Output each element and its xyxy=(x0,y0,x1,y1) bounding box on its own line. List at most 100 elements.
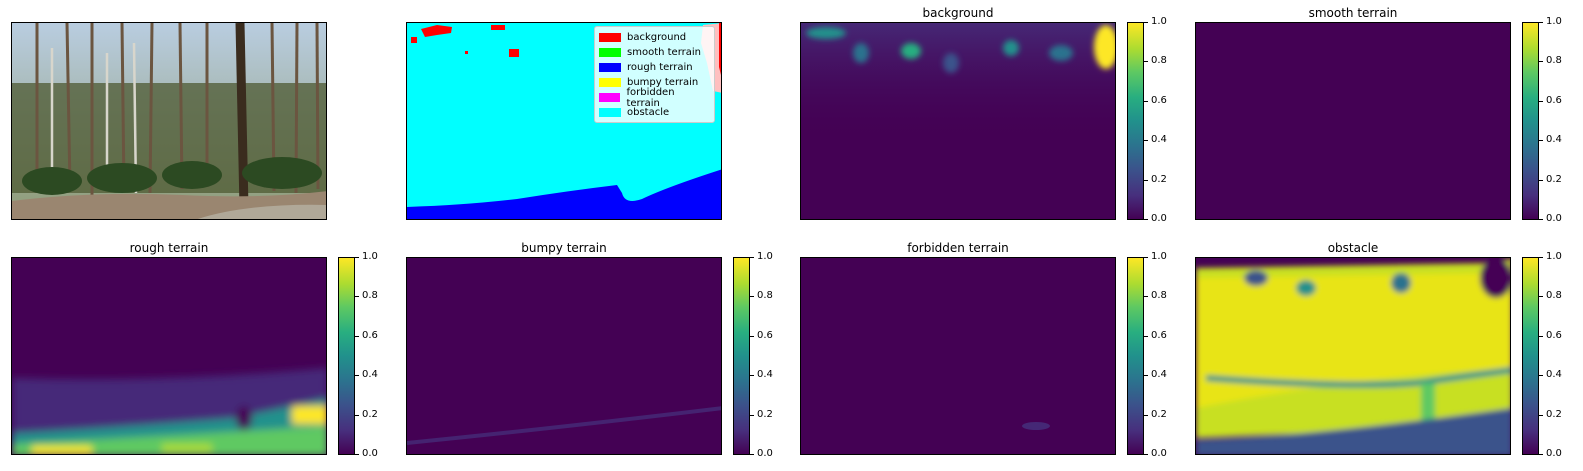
colorbar-tick xyxy=(750,375,754,376)
legend-swatch-forbidden-terrain xyxy=(599,93,621,102)
segmentation-panel: background smooth terrain rough terrain … xyxy=(406,22,722,220)
colorbar-tick-label: 0.6 xyxy=(1546,330,1562,341)
heatmap-title: obstacle xyxy=(1327,241,1379,255)
legend-swatch-rough-terrain xyxy=(599,63,621,72)
colorbar-tick-label: 0.8 xyxy=(1151,55,1167,66)
heatmap-image xyxy=(407,406,721,445)
colorbar-tick xyxy=(1539,219,1543,220)
heatmap-obstacle xyxy=(1195,257,1511,455)
colorbar-tick-label: 0.4 xyxy=(1546,134,1562,145)
colorbar-tick xyxy=(1144,140,1148,141)
colorbar-tick-label: 1.0 xyxy=(1546,251,1562,262)
heatmap-title: rough terrain xyxy=(129,241,209,255)
colorbar-tick-label: 0.0 xyxy=(1151,213,1167,224)
legend: background smooth terrain rough terrain … xyxy=(594,26,715,123)
legend-label: rough terrain xyxy=(627,62,693,73)
colorbar xyxy=(733,257,750,455)
colorbar-tick-label: 0.6 xyxy=(362,330,378,341)
legend-item: obstacle xyxy=(599,105,709,120)
legend-swatch-smooth-terrain xyxy=(599,48,621,57)
legend-item: forbidden terrain xyxy=(599,87,709,109)
legend-swatch-bumpy-terrain xyxy=(599,78,621,87)
colorbar xyxy=(1522,22,1539,220)
heatmap-image xyxy=(1196,258,1510,454)
legend-item: smooth terrain xyxy=(599,45,709,60)
colorbar-tick xyxy=(1539,336,1543,337)
colorbar-tick xyxy=(750,336,754,337)
colorbar-tick xyxy=(1144,61,1148,62)
colorbar-tick xyxy=(355,336,359,337)
colorbar-tick xyxy=(1539,61,1543,62)
colorbar-tick-label: 0.8 xyxy=(1151,290,1167,301)
colorbar-tick xyxy=(1539,180,1543,181)
colorbar-tick xyxy=(355,454,359,455)
colorbar-tick-label: 0.0 xyxy=(757,448,773,459)
colorbar-tick xyxy=(1144,219,1148,220)
colorbar-tick-label: 1.0 xyxy=(362,251,378,262)
colorbar-tick xyxy=(1144,415,1148,416)
colorbar-tick-label: 0.8 xyxy=(757,290,773,301)
heatmap-forbidden-terrain xyxy=(800,257,1116,455)
colorbar-tick-label: 0.2 xyxy=(362,409,378,420)
colorbar-tick xyxy=(1539,101,1543,102)
legend-label: bumpy terrain xyxy=(627,77,699,88)
colorbar-tick-label: 0.4 xyxy=(1151,134,1167,145)
legend-swatch-background xyxy=(599,33,621,42)
colorbar-tick-label: 0.6 xyxy=(757,330,773,341)
colorbar-tick-label: 0.8 xyxy=(1546,55,1562,66)
colorbar-tick xyxy=(1539,140,1543,141)
legend-label: background xyxy=(627,32,687,43)
colorbar-tick-label: 0.2 xyxy=(1546,174,1562,185)
photo-panel xyxy=(11,22,327,220)
colorbar-tick-label: 0.4 xyxy=(362,369,378,380)
colorbar xyxy=(1127,22,1144,220)
colorbar-tick xyxy=(355,257,359,258)
heatmap-title: forbidden terrain xyxy=(907,241,1009,255)
colorbar-tick-label: 0.8 xyxy=(1546,290,1562,301)
colorbar-tick xyxy=(1539,415,1543,416)
colorbar xyxy=(338,257,355,455)
legend-swatch-obstacle xyxy=(599,108,621,117)
colorbar-tick-label: 0.0 xyxy=(1546,448,1562,459)
colorbar-tick-label: 0.2 xyxy=(757,409,773,420)
colorbar-tick-label: 0.4 xyxy=(757,369,773,380)
heatmap-image xyxy=(12,368,326,454)
colorbar-tick-label: 0.0 xyxy=(1546,213,1562,224)
colorbar-tick xyxy=(355,296,359,297)
forest-photo xyxy=(12,23,326,219)
colorbar-tick xyxy=(355,415,359,416)
heatmap-title: smooth terrain xyxy=(1308,6,1398,20)
colorbar-tick-label: 0.6 xyxy=(1151,330,1167,341)
colorbar-tick-label: 0.4 xyxy=(1151,369,1167,380)
colorbar-tick xyxy=(1539,375,1543,376)
colorbar-tick xyxy=(1144,257,1148,258)
colorbar-tick xyxy=(1144,336,1148,337)
heatmap-smooth-terrain xyxy=(1195,22,1511,220)
colorbar-tick xyxy=(1144,296,1148,297)
colorbar-tick-label: 0.6 xyxy=(1151,95,1167,106)
colorbar-tick xyxy=(1144,22,1148,23)
colorbar-tick-label: 1.0 xyxy=(757,251,773,262)
colorbar-tick xyxy=(750,415,754,416)
colorbar-tick xyxy=(1144,101,1148,102)
colorbar-tick xyxy=(1144,454,1148,455)
colorbar-tick-label: 0.8 xyxy=(362,290,378,301)
colorbar-tick-label: 0.0 xyxy=(362,448,378,459)
colorbar xyxy=(1127,257,1144,455)
colorbar-tick xyxy=(1144,375,1148,376)
colorbar xyxy=(1522,257,1539,455)
colorbar-tick-label: 1.0 xyxy=(1546,16,1562,27)
legend-item: background xyxy=(599,30,709,45)
heatmap-title: background xyxy=(922,6,994,20)
heatmap-image xyxy=(1022,422,1050,430)
colorbar-tick xyxy=(750,296,754,297)
colorbar-tick-label: 0.2 xyxy=(1151,174,1167,185)
heatmap-bumpy-terrain xyxy=(406,257,722,455)
heatmap-image xyxy=(801,23,1115,219)
colorbar-tick-label: 0.6 xyxy=(1546,95,1562,106)
colorbar-tick xyxy=(355,375,359,376)
colorbar-tick-label: 0.2 xyxy=(1546,409,1562,420)
legend-label: obstacle xyxy=(627,107,670,118)
legend-label: forbidden terrain xyxy=(626,86,675,109)
legend-item: rough terrain xyxy=(599,60,709,75)
